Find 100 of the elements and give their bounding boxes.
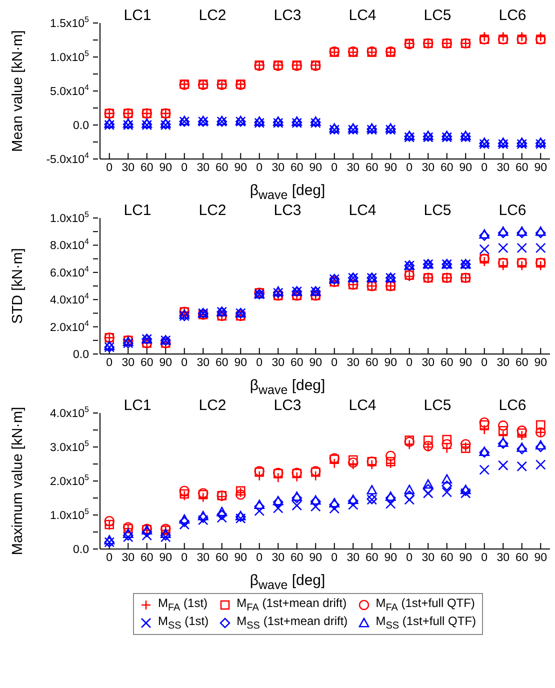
x-tick-label: 0 bbox=[406, 162, 413, 174]
x-tick-label: 90 bbox=[384, 552, 398, 564]
x-tick-label: 90 bbox=[159, 357, 172, 369]
y-tick-label: 3.0x10$^{5}$ bbox=[50, 439, 90, 454]
y-tick-label: 1.0x10$^{5}$ bbox=[50, 49, 90, 64]
x-tick-label: 90 bbox=[384, 357, 398, 369]
y-tick-label: 2.0x10$^{4}$ bbox=[50, 318, 90, 334]
x-tick-label: 0 bbox=[331, 162, 338, 174]
y-tick-label: 4.0x10$^{4}$ bbox=[50, 292, 90, 307]
y-tick-label: 1.5x10$^{5}$ bbox=[50, 15, 90, 30]
chart-title: LC4 bbox=[348, 202, 378, 219]
chart-title: LC6 bbox=[498, 202, 528, 219]
x-tick-label: 60 bbox=[365, 357, 378, 369]
x-tick-label: 0 bbox=[181, 357, 188, 369]
chart-title: LC5 bbox=[422, 7, 452, 24]
y-tick-label: 2.0x10$^{5}$ bbox=[50, 473, 90, 488]
x-tick-label: 30 bbox=[422, 552, 435, 564]
x-tick-label: 60 bbox=[290, 552, 304, 564]
x-tick-label: 60 bbox=[290, 357, 304, 369]
chart-title: LC3 bbox=[272, 7, 302, 24]
x-tick-label: 0 bbox=[331, 552, 338, 564]
y-tick-label: 1.0x10$^{5}$ bbox=[50, 507, 90, 522]
x-tick-label: 90 bbox=[309, 357, 322, 369]
x-tick-label: 30 bbox=[496, 357, 510, 369]
x-tick-label: 0 bbox=[106, 552, 113, 564]
x-tick-label: 30 bbox=[422, 357, 435, 369]
chart-title: LC4 bbox=[348, 7, 378, 24]
legend-label: M$_{FA}$ (1st+full QTF) bbox=[376, 596, 475, 614]
legend-label: M$_{SS}$ (1st+mean drift) bbox=[236, 614, 348, 632]
x-tick-label: 30 bbox=[496, 552, 510, 564]
x-axis-title: β$_{wave}$ [deg] bbox=[250, 572, 326, 593]
x-tick-label: 0 bbox=[331, 357, 338, 369]
x-tick-label: 30 bbox=[272, 162, 285, 174]
x-tick-label: 30 bbox=[422, 162, 435, 174]
x-tick-label: 90 bbox=[459, 552, 472, 564]
x-tick-label: 60 bbox=[140, 162, 154, 174]
x-tick-label: 60 bbox=[290, 162, 304, 174]
x-tick-label: 60 bbox=[140, 357, 154, 369]
chart-title: LC5 bbox=[422, 397, 452, 414]
x-tick-label: 60 bbox=[365, 552, 378, 564]
x-tick-label: 0 bbox=[106, 357, 113, 369]
y-tick-label: 8.0x10$^{4}$ bbox=[50, 237, 90, 252]
x-tick-label: 0 bbox=[481, 552, 488, 564]
x-tick-label: 60 bbox=[140, 552, 154, 564]
x-tick-label: 90 bbox=[534, 552, 548, 564]
x-tick-label: 0 bbox=[106, 162, 113, 174]
legend-label: M$_{FA}$ (1st+mean drift) bbox=[236, 596, 347, 614]
x-tick-label: 90 bbox=[309, 162, 322, 174]
y-axis-title: Maximum value [kN·m] bbox=[10, 406, 26, 556]
x-tick-label: 60 bbox=[215, 357, 228, 369]
x-tick-label: 30 bbox=[496, 162, 510, 174]
y-tick-label: 1.0x10$^{5}$ bbox=[50, 210, 90, 225]
x-tick-label: 60 bbox=[515, 552, 528, 564]
x-tick-label: 60 bbox=[440, 357, 454, 369]
chart-title: LC6 bbox=[498, 7, 528, 24]
x-tick-label: 30 bbox=[346, 357, 360, 369]
x-tick-label: 60 bbox=[440, 162, 454, 174]
x-tick-label: 0 bbox=[256, 357, 263, 369]
x-tick-label: 90 bbox=[234, 552, 248, 564]
chart-title: LC2 bbox=[198, 7, 228, 24]
y-tick-label: 0.0 bbox=[73, 544, 89, 556]
y-tick-label: 6.0x10$^{4}$ bbox=[50, 264, 90, 280]
x-tick-label: 30 bbox=[346, 162, 360, 174]
chart-title: LC2 bbox=[198, 202, 228, 219]
chart-title: LC1 bbox=[122, 397, 152, 414]
x-axis-title: β$_{wave}$ [deg] bbox=[250, 182, 326, 203]
y-tick-label: 0.0 bbox=[73, 120, 89, 132]
y-tick-label: 5.0x10$^{4}$ bbox=[50, 83, 90, 98]
x-tick-label: 30 bbox=[346, 552, 360, 564]
x-tick-label: 30 bbox=[122, 552, 135, 564]
x-tick-label: 0 bbox=[256, 162, 263, 174]
x-tick-label: 90 bbox=[159, 162, 172, 174]
y-axis-title: STD [kN·m] bbox=[10, 248, 26, 324]
x-tick-label: 60 bbox=[215, 552, 228, 564]
x-tick-label: 90 bbox=[459, 357, 472, 369]
chart-title: LC2 bbox=[198, 397, 228, 414]
x-tick-label: 60 bbox=[515, 357, 528, 369]
x-tick-label: 0 bbox=[481, 357, 488, 369]
x-tick-label: 0 bbox=[256, 552, 263, 564]
x-tick-label: 0 bbox=[181, 162, 188, 174]
x-tick-label: 0 bbox=[406, 552, 413, 564]
x-tick-label: 30 bbox=[122, 357, 135, 369]
x-tick-label: 90 bbox=[459, 162, 472, 174]
x-tick-label: 30 bbox=[196, 162, 210, 174]
y-tick-label: 0.0 bbox=[73, 349, 89, 361]
x-tick-label: 30 bbox=[122, 162, 135, 174]
x-tick-label: 30 bbox=[196, 552, 210, 564]
chart-title: LC3 bbox=[272, 202, 302, 219]
x-tick-label: 60 bbox=[365, 162, 378, 174]
chart-title: LC4 bbox=[348, 397, 378, 414]
x-axis-title: β$_{wave}$ [deg] bbox=[250, 377, 326, 398]
x-tick-label: 60 bbox=[215, 162, 228, 174]
x-tick-label: 90 bbox=[534, 162, 548, 174]
chart-title: LC1 bbox=[122, 7, 152, 24]
x-tick-label: 0 bbox=[406, 357, 413, 369]
legend-label: M$_{FA}$ (1st) bbox=[158, 596, 208, 614]
x-tick-label: 0 bbox=[181, 552, 188, 564]
y-tick-label: 4.0x10$^{5}$ bbox=[50, 405, 90, 420]
x-tick-label: 0 bbox=[481, 162, 488, 174]
x-tick-label: 90 bbox=[384, 162, 398, 174]
